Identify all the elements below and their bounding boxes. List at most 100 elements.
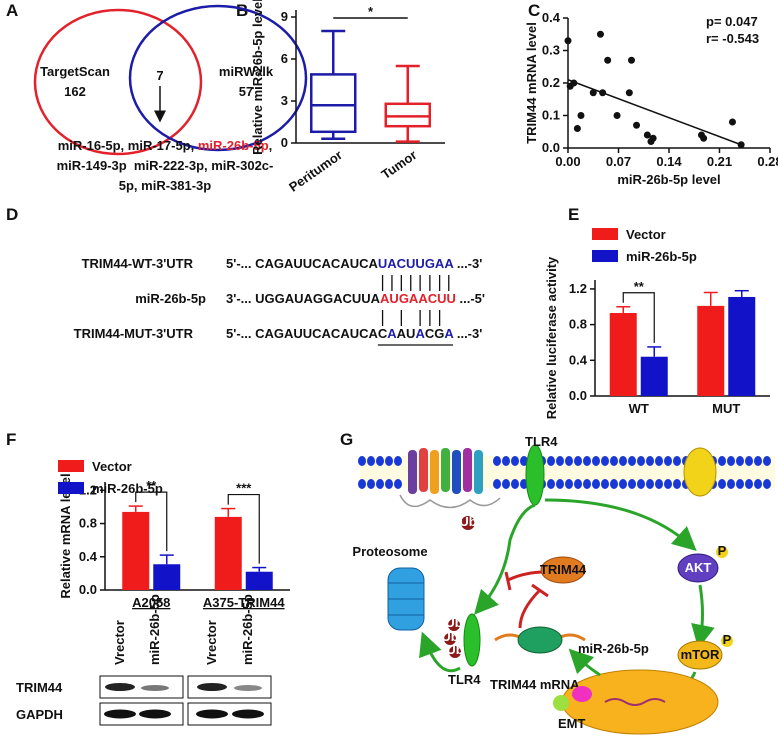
lipid <box>736 479 744 489</box>
lipid <box>385 456 393 466</box>
sequence-segment: ...-3' <box>453 326 482 341</box>
pathway-label: Ub <box>446 642 463 657</box>
bar <box>245 571 273 590</box>
y-tick-label: 3 <box>281 93 288 108</box>
lipid <box>556 456 564 466</box>
point <box>589 89 597 97</box>
y-tick-label: 0.1 <box>542 108 560 123</box>
lipid <box>511 479 519 489</box>
point <box>573 125 581 132</box>
lipid <box>502 456 510 466</box>
point <box>577 112 585 119</box>
lipid <box>376 456 384 466</box>
lipid <box>718 479 726 489</box>
lipid <box>358 479 366 489</box>
bar <box>214 516 242 590</box>
blot-band <box>105 683 135 691</box>
significance-bracket <box>622 292 655 343</box>
lipid <box>493 479 501 489</box>
blot-lane-label: Vrector <box>204 620 219 665</box>
mirna: miR-149-3p miR-222-3p, miR-302c- <box>57 158 274 173</box>
pathway-label: P <box>718 543 727 558</box>
lipid <box>763 456 771 466</box>
lipid <box>619 479 627 489</box>
mirna: miR-16-5p, miR-17-5p, <box>58 138 198 153</box>
point <box>613 112 621 119</box>
sequence-segment: C <box>378 326 388 341</box>
pathway: TLR4 Ub TRIM44 AKT P mTOR P Proteosome U… <box>352 434 775 735</box>
lipid <box>655 479 663 489</box>
lipid <box>754 479 762 489</box>
lipid <box>646 479 654 489</box>
bar <box>153 564 181 590</box>
lipid <box>502 479 510 489</box>
blot-row-label: TRIM44 <box>16 680 63 695</box>
y-tick-label: 0 <box>281 135 288 150</box>
legend-swatch <box>592 228 618 240</box>
pathway-label: AKT <box>685 560 712 575</box>
sequence-name: miR-26b-5p <box>135 291 206 306</box>
point <box>633 121 641 129</box>
point <box>564 37 572 45</box>
pathway-label: EMT <box>558 716 586 731</box>
x-tick-label: WT <box>629 401 649 416</box>
y-tick-label: 1.2 <box>569 281 587 296</box>
lipid <box>727 479 735 489</box>
sequence: 5'-... CAGAUUCACAUCACAAUACGA ...-3' <box>226 326 482 341</box>
lipid <box>367 456 375 466</box>
lipid <box>511 456 519 466</box>
y-tick-label: 0.4 <box>569 352 588 367</box>
sequence-segment: ...-3' <box>453 256 482 271</box>
blot-frame <box>99 675 184 699</box>
point <box>596 30 604 38</box>
arrow <box>474 503 536 615</box>
inhibit <box>518 583 549 629</box>
significance: ** <box>146 478 157 493</box>
blot-band <box>197 683 227 691</box>
pathway-label: Ub <box>445 615 462 630</box>
lipid <box>637 456 645 466</box>
venn-count: 57 <box>239 84 253 99</box>
significance: *** <box>236 481 252 496</box>
panel-label: E <box>568 205 579 224</box>
y-axis-label: Relative miR-26b-5p level <box>250 0 265 155</box>
tlr4 <box>463 613 481 667</box>
ub <box>449 646 461 658</box>
emt-ball <box>553 695 569 711</box>
blot-row-label: GAPDH <box>16 707 63 722</box>
mirna-list: 5p, miR-381-3p <box>119 178 212 193</box>
lipid <box>754 456 762 466</box>
sequence-segment: AUGAACUU <box>380 291 456 306</box>
lipid <box>619 456 627 466</box>
y-tick-label: 0.0 <box>569 388 587 403</box>
y-axis-label: Relative mRNA level <box>58 473 73 598</box>
x-tick-label: 0.21 <box>707 154 732 169</box>
x-tick-label: 0.07 <box>606 154 631 169</box>
fit-line <box>567 79 742 146</box>
mtor <box>677 640 723 670</box>
ub <box>448 619 460 631</box>
pathway-label: TRIM44 <box>540 562 587 577</box>
bar <box>640 356 668 396</box>
pathway-label: TLR4 <box>525 434 558 449</box>
arrow <box>419 631 461 673</box>
point <box>643 131 651 139</box>
lipid <box>763 479 771 489</box>
venn-circle <box>128 4 308 152</box>
venn-label: TargetScan <box>40 64 110 79</box>
proteosome <box>387 567 425 631</box>
sequence: 3'-... UGGAUAGGACUUAAUGAACUU ...-5' <box>226 291 485 306</box>
y-tick-label: 0.4 <box>79 549 98 564</box>
y-tick-label: 0.3 <box>542 43 560 58</box>
y-tick-label: 0.0 <box>542 140 560 155</box>
annotation: r= -0.543 <box>706 31 759 46</box>
lipid <box>565 456 573 466</box>
y-tick-label: 0.8 <box>79 516 97 531</box>
significance: ** <box>634 279 645 294</box>
panel-label: C <box>528 1 540 20</box>
x-tick-label: A375-TRIM44 <box>203 595 285 610</box>
lipid <box>718 456 726 466</box>
blot-frame <box>187 702 272 726</box>
pathway-label: TRIM44 mRNA <box>490 677 580 692</box>
blot-band <box>104 709 136 719</box>
